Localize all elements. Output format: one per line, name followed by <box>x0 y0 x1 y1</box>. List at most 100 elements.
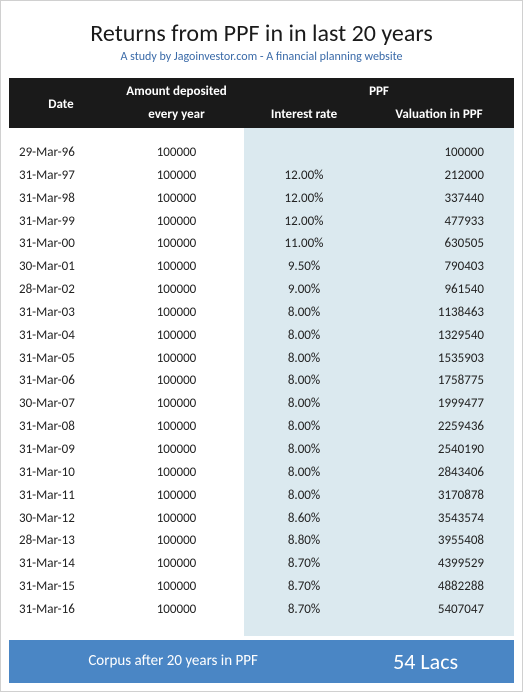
cell-date: 31-Mar-04 <box>9 325 109 348</box>
cell-rate: 12.00% <box>244 188 364 211</box>
cell-amount: 100000 <box>109 302 244 325</box>
cell-amount: 100000 <box>109 416 244 439</box>
cell-valuation: 3955408 <box>364 530 514 553</box>
cell-rate <box>244 142 364 165</box>
cell-rate: 12.00% <box>244 165 364 188</box>
cell-amount: 100000 <box>109 393 244 416</box>
subtitle: A study by Jagoinvestor.com - A financia… <box>9 50 514 78</box>
cell-date: 31-Mar-10 <box>9 462 109 485</box>
table-row: 31-Mar-031000008.00%1138463 <box>9 302 514 325</box>
table-row: 31-Mar-151000008.70%4882288 <box>9 576 514 599</box>
cell-rate: 11.00% <box>244 233 364 256</box>
cell-valuation: 1999477 <box>364 393 514 416</box>
table-row: 30-Mar-011000009.50%790403 <box>9 256 514 279</box>
cell-valuation: 212000 <box>364 165 514 188</box>
cell-amount: 100000 <box>109 165 244 188</box>
table-row: 31-Mar-111000008.00%3170878 <box>9 485 514 508</box>
cell-valuation: 1535903 <box>364 348 514 371</box>
cell-rate: 9.00% <box>244 279 364 302</box>
cell-date: 31-Mar-00 <box>9 233 109 256</box>
cell-date: 29-Mar-96 <box>9 142 109 165</box>
table-row: 31-Mar-061000008.00%1758775 <box>9 370 514 393</box>
cell-rate: 8.70% <box>244 576 364 599</box>
cell-date: 31-Mar-16 <box>9 599 109 622</box>
cell-date: 31-Mar-08 <box>9 416 109 439</box>
col-rate: Interest rate <box>244 103 364 128</box>
cell-rate: 8.00% <box>244 393 364 416</box>
cell-valuation: 4399529 <box>364 553 514 576</box>
cell-date: 31-Mar-05 <box>9 348 109 371</box>
cell-amount: 100000 <box>109 142 244 165</box>
cell-valuation: 2540190 <box>364 439 514 462</box>
table-row: 31-Mar-0010000011.00%630505 <box>9 233 514 256</box>
table-row: 31-Mar-041000008.00%1329540 <box>9 325 514 348</box>
cell-amount: 100000 <box>109 599 244 622</box>
cell-rate: 8.00% <box>244 325 364 348</box>
cell-date: 30-Mar-12 <box>9 508 109 531</box>
cell-date: 30-Mar-01 <box>9 256 109 279</box>
cell-amount: 100000 <box>109 279 244 302</box>
cell-amount: 100000 <box>109 348 244 371</box>
cell-amount: 100000 <box>109 553 244 576</box>
table-row: 30-Mar-121000008.60%3543574 <box>9 508 514 531</box>
cell-amount: 100000 <box>109 462 244 485</box>
cell-amount: 100000 <box>109 325 244 348</box>
table-header-row-1: Date Amount deposited PPF <box>9 78 514 103</box>
cell-date: 31-Mar-09 <box>9 439 109 462</box>
cell-date: 31-Mar-11 <box>9 485 109 508</box>
cell-rate: 12.00% <box>244 211 364 234</box>
cell-rate: 9.50% <box>244 256 364 279</box>
col-date: Date <box>9 78 109 128</box>
cell-valuation: 790403 <box>364 256 514 279</box>
footer-spacer <box>9 622 514 636</box>
cell-date: 30-Mar-07 <box>9 393 109 416</box>
cell-rate: 8.70% <box>244 553 364 576</box>
corpus-label: Corpus after 20 years in PPF <box>9 640 337 683</box>
cell-rate: 8.00% <box>244 370 364 393</box>
header-spacer <box>9 128 514 142</box>
cell-amount: 100000 <box>109 508 244 531</box>
table-row: 31-Mar-161000008.70%5407047 <box>9 599 514 622</box>
cell-valuation: 1329540 <box>364 325 514 348</box>
col-valuation: Valuation in PPF <box>364 103 514 128</box>
cell-amount: 100000 <box>109 485 244 508</box>
cell-rate: 8.00% <box>244 439 364 462</box>
cell-date: 28-Mar-13 <box>9 530 109 553</box>
table-row: 31-Mar-091000008.00%2540190 <box>9 439 514 462</box>
table-row: 31-Mar-141000008.70%4399529 <box>9 553 514 576</box>
cell-amount: 100000 <box>109 211 244 234</box>
cell-rate: 8.00% <box>244 416 364 439</box>
table-row: 29-Mar-96100000100000 <box>9 142 514 165</box>
corpus-value: 54 Lacs <box>337 640 514 683</box>
table-row: 31-Mar-9910000012.00%477933 <box>9 211 514 234</box>
cell-date: 31-Mar-03 <box>9 302 109 325</box>
cell-valuation: 961540 <box>364 279 514 302</box>
cell-rate: 8.80% <box>244 530 364 553</box>
cell-date: 31-Mar-15 <box>9 576 109 599</box>
cell-amount: 100000 <box>109 530 244 553</box>
cell-valuation: 630505 <box>364 233 514 256</box>
cell-rate: 8.00% <box>244 302 364 325</box>
col-ppf-group: PPF <box>244 78 514 103</box>
table-row: 31-Mar-9710000012.00%212000 <box>9 165 514 188</box>
cell-rate: 8.00% <box>244 348 364 371</box>
cell-valuation: 3543574 <box>364 508 514 531</box>
table-row: 31-Mar-051000008.00%1535903 <box>9 348 514 371</box>
cell-rate: 8.00% <box>244 485 364 508</box>
cell-amount: 100000 <box>109 439 244 462</box>
cell-amount: 100000 <box>109 188 244 211</box>
cell-rate: 8.00% <box>244 462 364 485</box>
cell-valuation: 2259436 <box>364 416 514 439</box>
cell-date: 31-Mar-99 <box>9 211 109 234</box>
cell-valuation: 100000 <box>364 142 514 165</box>
table-row: 28-Mar-021000009.00%961540 <box>9 279 514 302</box>
table-row: 31-Mar-101000008.00%2843406 <box>9 462 514 485</box>
table-row: 31-Mar-9810000012.00%337440 <box>9 188 514 211</box>
col-amount-l1: Amount deposited <box>109 78 244 103</box>
cell-valuation: 1138463 <box>364 302 514 325</box>
cell-date: 31-Mar-97 <box>9 165 109 188</box>
cell-valuation: 337440 <box>364 188 514 211</box>
cell-valuation: 4882288 <box>364 576 514 599</box>
cell-amount: 100000 <box>109 256 244 279</box>
table-row: 30-Mar-071000008.00%1999477 <box>9 393 514 416</box>
